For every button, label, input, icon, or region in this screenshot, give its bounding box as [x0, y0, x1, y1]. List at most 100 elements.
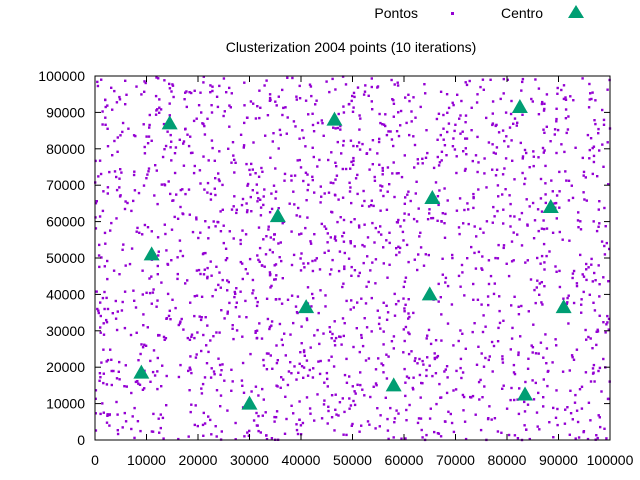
data-point [453, 129, 456, 133]
data-point [381, 173, 384, 176]
data-point [121, 130, 124, 134]
x-tick-label: 50000 [333, 452, 372, 468]
data-point [540, 254, 544, 258]
data-point [481, 78, 485, 81]
data-point [178, 322, 182, 325]
data-point [254, 330, 257, 333]
data-point [103, 307, 106, 311]
data-point [275, 104, 278, 107]
data-point [184, 128, 187, 131]
data-point [182, 142, 185, 145]
data-point [95, 290, 98, 293]
data-point [520, 211, 524, 215]
data-point [564, 96, 567, 99]
data-point [207, 226, 211, 229]
x-tick-label: 30000 [230, 452, 269, 468]
data-point [229, 106, 232, 109]
data-point [459, 132, 462, 135]
y-axis: 0100002000030000400005000060000700008000… [38, 68, 610, 448]
data-point [582, 174, 585, 177]
data-point [401, 230, 405, 234]
data-point [188, 91, 191, 94]
data-point [191, 151, 194, 154]
data-point [106, 413, 109, 416]
data-point [342, 139, 345, 143]
data-point [363, 245, 366, 248]
data-point [219, 394, 223, 397]
data-point [429, 407, 432, 410]
data-point [353, 218, 356, 221]
data-point [257, 414, 260, 418]
data-point [233, 158, 236, 161]
data-point [353, 245, 356, 248]
data-point [349, 308, 352, 311]
data-point [172, 95, 175, 99]
data-point [502, 222, 505, 225]
data-point [159, 413, 162, 416]
data-point [385, 208, 389, 211]
data-point [299, 269, 303, 272]
data-point [257, 394, 260, 397]
data-point [438, 189, 441, 192]
data-point [172, 199, 175, 202]
data-point [427, 328, 431, 332]
data-point [292, 253, 296, 257]
data-point [535, 286, 538, 289]
data-point [304, 226, 307, 230]
data-point [118, 195, 122, 198]
data-point [201, 382, 205, 386]
data-point [541, 100, 544, 104]
data-point [384, 113, 387, 116]
data-point [262, 398, 265, 401]
data-point [388, 183, 391, 186]
data-point [336, 140, 339, 144]
data-point [305, 317, 309, 320]
data-point [414, 116, 417, 119]
data-point [226, 409, 229, 412]
data-point [416, 362, 419, 365]
data-point [319, 289, 322, 292]
data-point [548, 421, 551, 424]
data-point [440, 220, 443, 223]
data-point [477, 380, 481, 384]
data-point [330, 394, 334, 397]
data-point [602, 276, 605, 279]
data-point [458, 232, 461, 236]
data-point [379, 184, 382, 187]
data-point [405, 121, 408, 125]
data-point [501, 358, 504, 361]
data-point [367, 205, 371, 208]
data-point [454, 123, 457, 126]
data-point [529, 278, 533, 281]
data-point [281, 343, 284, 347]
data-point [130, 391, 133, 395]
data-point [434, 181, 438, 184]
data-point [485, 186, 488, 189]
data-point [388, 263, 391, 266]
data-point [347, 257, 351, 260]
data-point [426, 334, 429, 337]
data-point [373, 179, 377, 182]
data-point [305, 396, 309, 399]
data-point [264, 253, 268, 256]
data-point [579, 228, 583, 231]
data-point [404, 303, 407, 306]
data-point [337, 112, 340, 116]
data-point [257, 226, 261, 229]
data-point [284, 395, 287, 398]
data-point [159, 108, 163, 111]
data-point [210, 111, 214, 114]
data-point [273, 415, 276, 419]
data-point [367, 94, 370, 97]
data-point [417, 417, 421, 420]
data-point [104, 116, 107, 119]
data-point [211, 89, 214, 93]
data-point [422, 363, 425, 366]
data-point [482, 314, 485, 317]
data-point [474, 154, 478, 157]
data-point [94, 389, 98, 392]
data-point [531, 351, 534, 354]
data-point [404, 276, 408, 279]
data-point [121, 300, 124, 304]
data-point [320, 195, 323, 198]
